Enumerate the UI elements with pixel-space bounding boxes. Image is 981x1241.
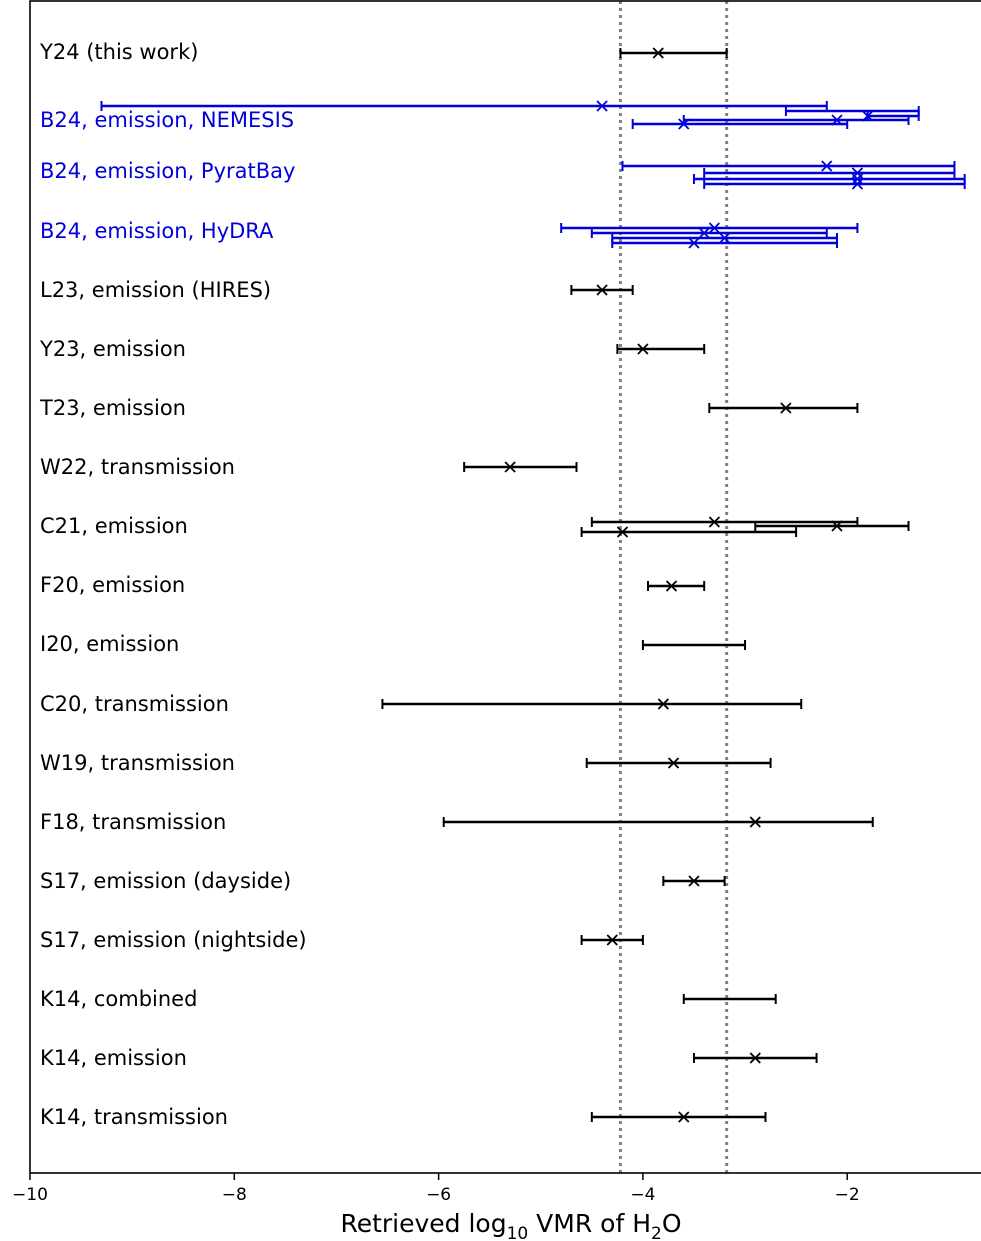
row-label: S17, emission (nightside) (40, 928, 307, 952)
row-label: S17, emission (dayside) (40, 869, 291, 893)
row-label: F18, transmission (40, 810, 226, 834)
data-point-marker (678, 1111, 690, 1123)
data-point-marker (596, 100, 608, 112)
data-point-marker (657, 698, 669, 710)
x-tick-label: −10 (12, 1185, 48, 1205)
data-point-marker (616, 526, 629, 538)
row-15: S17, emission (nightside) (40, 928, 644, 952)
row-label: C21, emission (40, 514, 188, 538)
data-point-marker (652, 47, 664, 59)
data-point-marker (718, 232, 731, 244)
x-axis-label: Retrieved log10 VMR of H2O (340, 1209, 681, 1241)
data-point-marker (708, 516, 721, 528)
data-point-marker (851, 173, 864, 185)
row-5: Y23, emission (39, 337, 706, 361)
plot-frame (29, 0, 981, 1174)
data-point-marker (851, 178, 864, 190)
data-point-marker (637, 343, 649, 355)
data-point-marker (708, 222, 721, 234)
data-point-marker (821, 160, 833, 172)
data-point-marker (678, 118, 690, 130)
data-point-marker (831, 520, 843, 532)
row-label: W22, transmission (40, 455, 235, 479)
row-8: C21, emission (40, 514, 910, 538)
data-point-marker (667, 757, 680, 769)
row-0: Y24 (this work) (39, 40, 728, 64)
axes: −10 −8 −6 −4 −2 (12, 0, 981, 1205)
row-16: K14, combined (40, 987, 777, 1011)
data-point-marker (780, 402, 792, 414)
data-point-marker (504, 461, 516, 473)
x-tick-label: −2 (835, 1185, 860, 1205)
row-label: L23, emission (HIRES) (40, 278, 271, 302)
row-label: B24, emission, PyratBay (40, 159, 295, 183)
data-point-marker (606, 934, 618, 946)
row-label: F20, emission (40, 573, 185, 597)
data-rows: Y24 (this work) B24, emission, NEMESIS B24… (39, 40, 966, 1129)
row-17: K14, emission (40, 1046, 818, 1070)
data-point-marker (749, 816, 761, 828)
row-label: W19, transmission (40, 751, 235, 775)
row-label: Y24 (this work) (39, 40, 198, 64)
data-point-marker (698, 227, 710, 239)
x-tick-label: −6 (426, 1185, 451, 1205)
row-label: Y23, emission (39, 337, 186, 361)
row-7: W22, transmission (40, 455, 578, 479)
row-label: K14, emission (40, 1046, 187, 1070)
row-6: T23, emission (39, 396, 859, 420)
row-label: K14, transmission (40, 1105, 228, 1129)
data-point-marker (749, 1052, 761, 1064)
row-label: K14, combined (40, 987, 197, 1011)
row-label: T23, emission (39, 396, 186, 420)
row-2: B24, emission, PyratBay (40, 159, 966, 190)
row-4: L23, emission (HIRES) (40, 278, 634, 302)
row-label: B24, emission, NEMESIS (40, 108, 294, 132)
row-10: I20, emission (40, 632, 747, 656)
row-14: S17, emission (dayside) (40, 869, 726, 893)
row-1: B24, emission, NEMESIS (40, 100, 920, 132)
row-label: C20, transmission (40, 692, 229, 716)
data-point-marker (596, 284, 608, 296)
x-tick-label: −4 (630, 1185, 655, 1205)
row-9: F20, emission (40, 573, 706, 597)
row-18: K14, transmission (40, 1105, 767, 1129)
data-point-marker (665, 580, 678, 592)
row-3: B24, emission, HyDRA (40, 219, 859, 249)
data-point-marker (688, 237, 700, 249)
x-tick-label: −8 (222, 1185, 247, 1205)
row-11: C20, transmission (40, 692, 803, 716)
row-label: I20, emission (40, 632, 179, 656)
row-13: F18, transmission (40, 810, 874, 834)
row-12: W19, transmission (40, 751, 772, 775)
data-point-marker (688, 875, 700, 887)
row-label: B24, emission, HyDRA (40, 219, 274, 243)
